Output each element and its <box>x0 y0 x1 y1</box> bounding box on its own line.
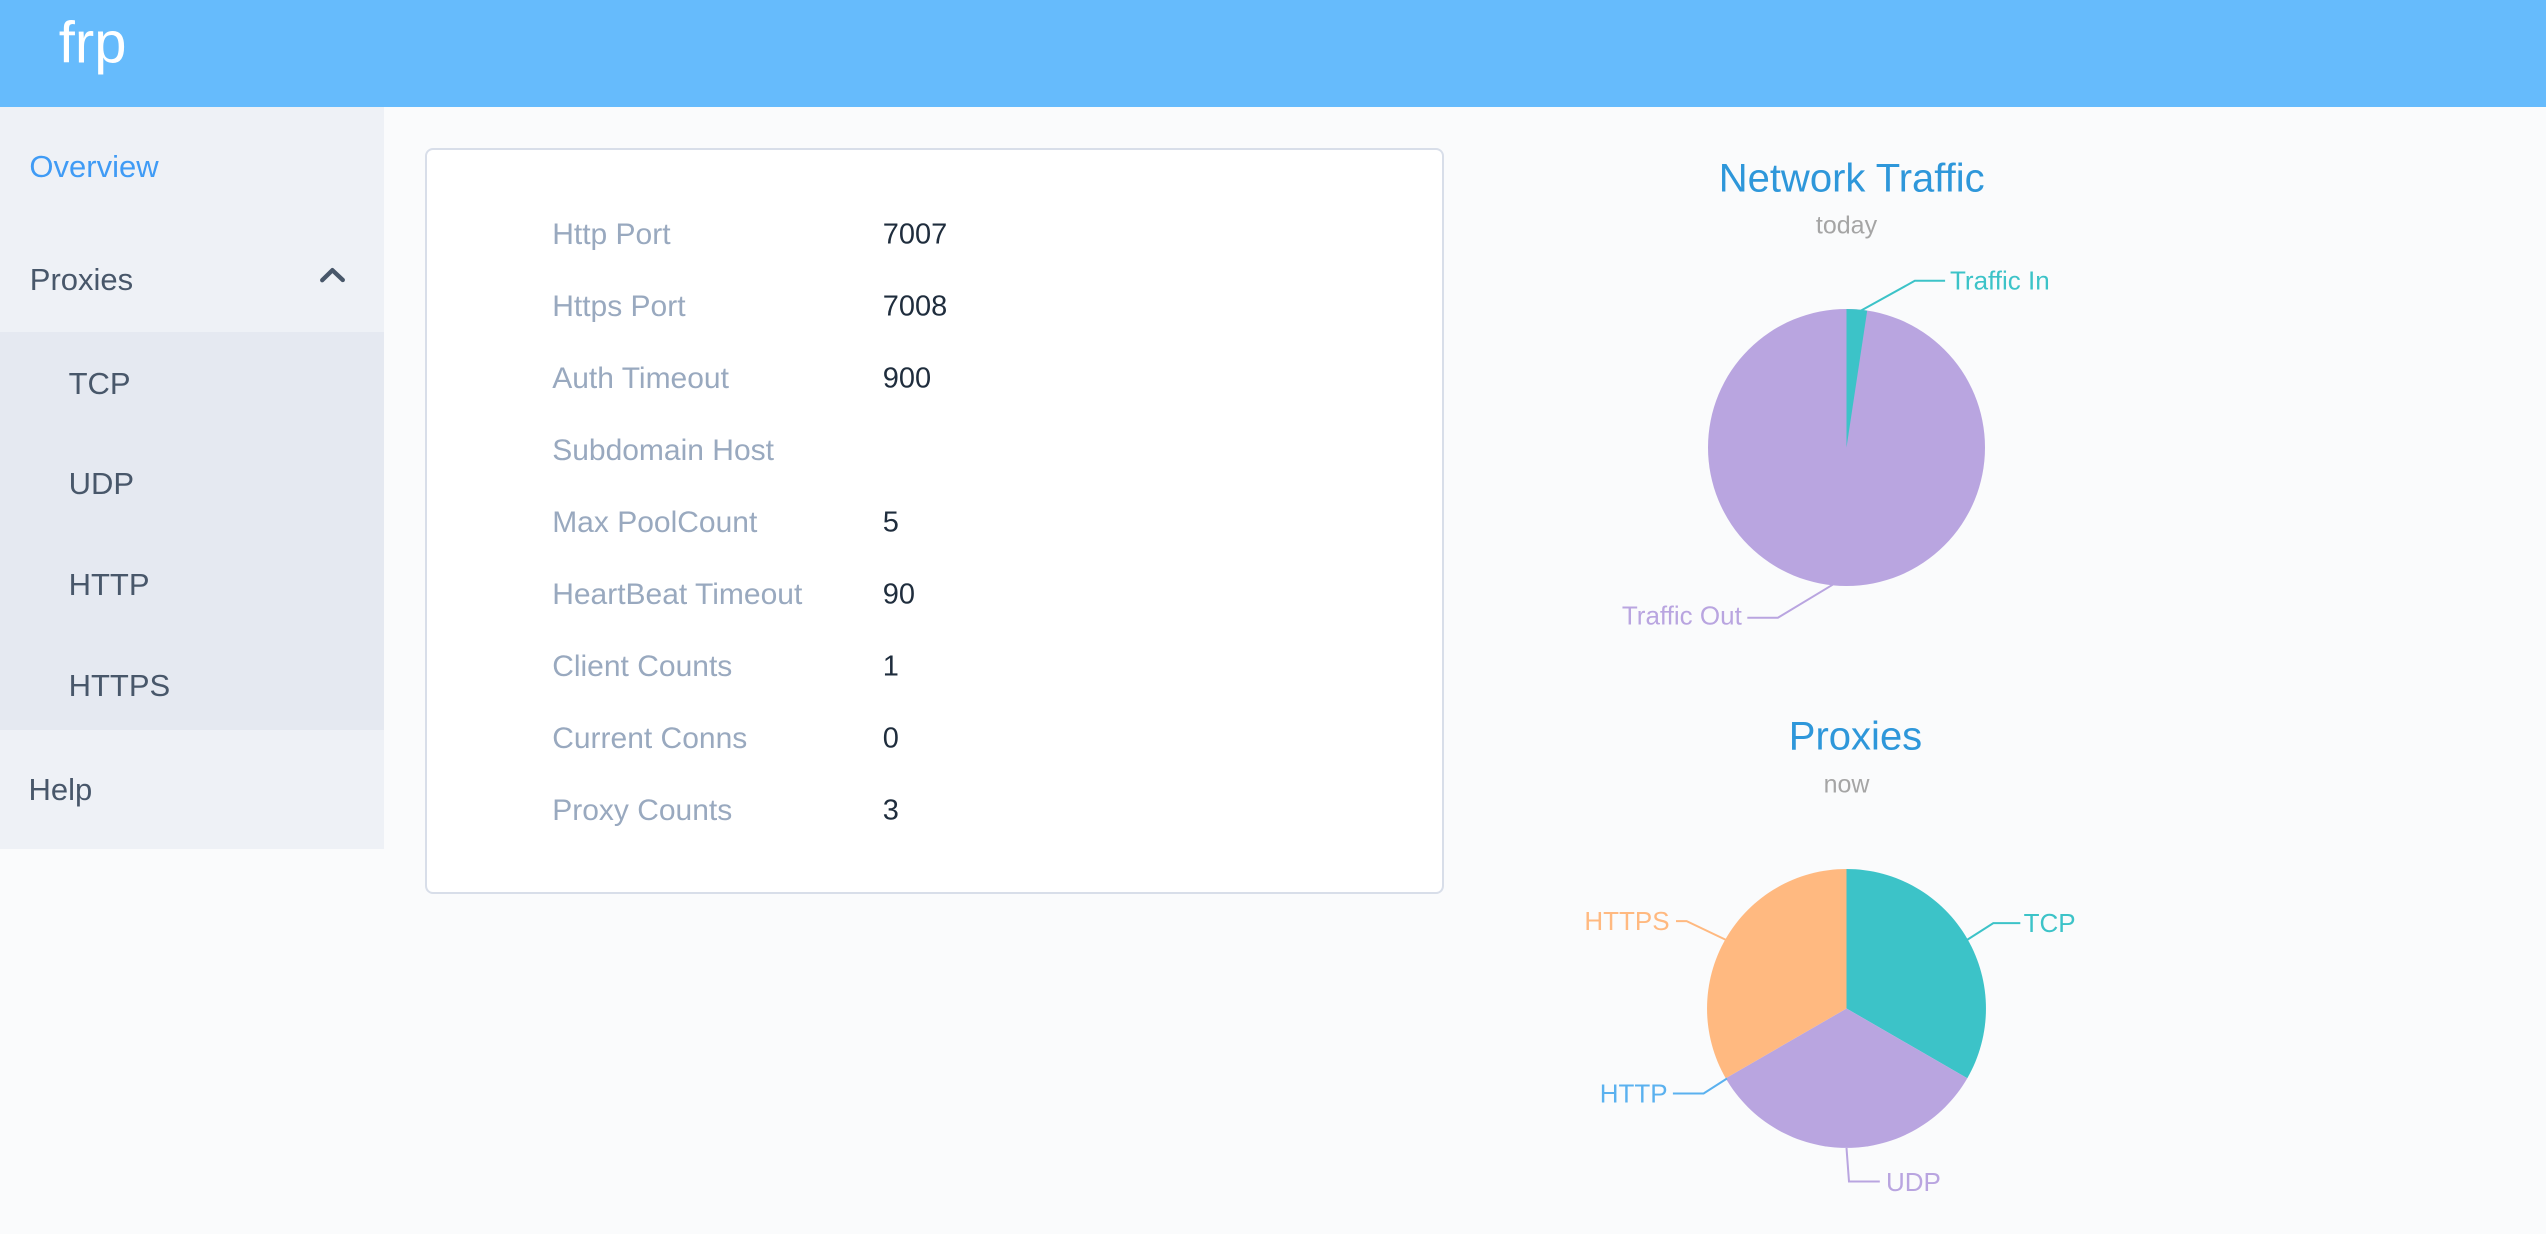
svg-text:UDP: UDP <box>1886 1167 1941 1197</box>
svg-text:TCP: TCP <box>2024 908 2076 938</box>
svg-text:HTTPS: HTTPS <box>1584 906 1669 936</box>
svg-text:HTTP: HTTP <box>1600 1079 1668 1109</box>
svg-text:Traffic In: Traffic In <box>1950 266 2050 296</box>
svg-text:Traffic Out: Traffic Out <box>1622 600 1743 630</box>
